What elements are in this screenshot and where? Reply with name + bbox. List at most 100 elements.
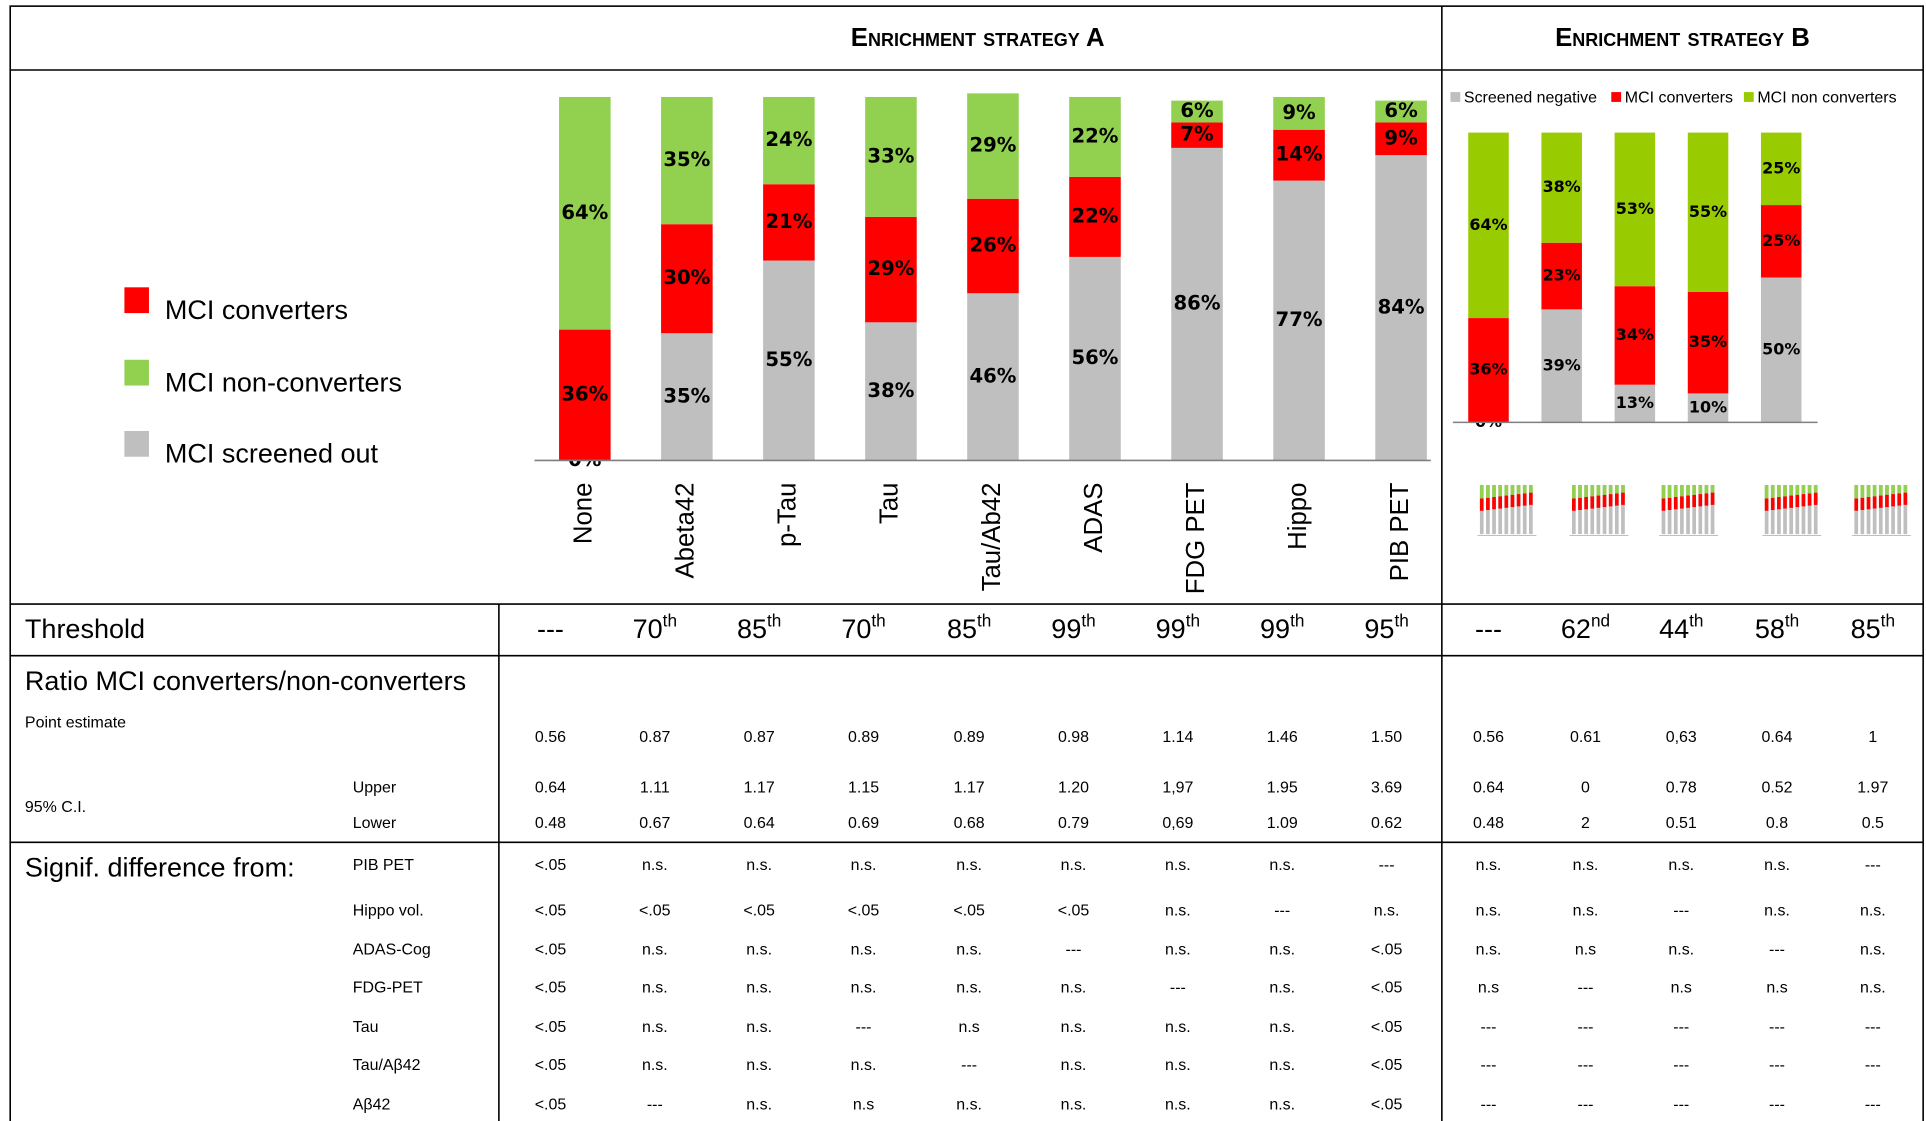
table-cell: --- [1769, 942, 1785, 959]
table-cell: 1.09 [1267, 815, 1298, 832]
bar-segment [1069, 256, 1121, 461]
table-cell: n.s. [642, 942, 668, 959]
table-cell: n.s. [1476, 942, 1502, 959]
table-cell: n.s. [1061, 1057, 1087, 1074]
table-cell: <.05 [1371, 1057, 1403, 1074]
section-title: Signif. difference from: [25, 852, 295, 882]
thumb-bar [1878, 484, 1883, 496]
table-cell: <.05 [639, 902, 671, 919]
bar-segment [661, 333, 713, 461]
table-cell: 0.64 [535, 779, 566, 796]
row-label: 95% C.I. [25, 799, 86, 816]
thumb-bar [1764, 498, 1769, 511]
thumb-bar [1667, 497, 1672, 511]
legend-swatch [124, 359, 149, 386]
bar-segment [763, 260, 815, 461]
thumb-bar [1578, 497, 1582, 511]
table-cell: 1 [1868, 729, 1877, 746]
table-cell: 0.68 [954, 815, 985, 832]
table-cell: n.s. [1573, 902, 1599, 919]
bar-segment [1760, 132, 1802, 206]
thumb-bar [1698, 484, 1703, 495]
table-cell: n.s. [1269, 1096, 1295, 1113]
bar-segment [1375, 100, 1427, 123]
thumbnail-charts [1477, 484, 1911, 536]
threshold-suffix: th [1290, 610, 1304, 630]
threshold-cell: 70th [841, 610, 885, 644]
thumb-bar [1529, 492, 1533, 505]
threshold-cell: 62nd [1561, 610, 1610, 644]
table-cell: n.s. [1165, 1019, 1191, 1036]
bar-segment [1687, 393, 1729, 423]
data-label: 35% [663, 384, 710, 407]
thumb-bar [1698, 494, 1703, 507]
thumb-bar [1795, 484, 1800, 535]
thumb-bar [1878, 484, 1883, 535]
table-cell: 0.62 [1371, 815, 1402, 832]
table-cell: --- [1673, 1019, 1689, 1036]
thumb-bar [1866, 484, 1871, 535]
table-cell: n.s. [851, 1057, 877, 1074]
row-label: PIB PET [353, 857, 414, 874]
thumb-bar [1680, 484, 1684, 535]
bar-segment [1273, 96, 1325, 130]
threshold-value: 85 [1851, 614, 1881, 644]
thumb-bar [1795, 484, 1800, 495]
table-cell: 1.17 [954, 779, 985, 796]
thumb-bar [1872, 496, 1877, 509]
table-cell: --- [1578, 980, 1594, 997]
bar-segment [1687, 132, 1729, 292]
thumb-bar [1667, 484, 1672, 498]
row-label: Upper [353, 779, 397, 796]
threshold-suffix: th [663, 610, 677, 630]
table-cell: 0.64 [1473, 779, 1504, 796]
thumb-bar [1783, 496, 1787, 509]
data-label: 30% [663, 266, 710, 289]
thumb-bar [1504, 484, 1509, 496]
table-cell: n.s. [956, 857, 982, 874]
thumb-bar [1602, 484, 1607, 495]
thumb-bar [1770, 484, 1775, 498]
row-label: Point estimate [25, 714, 126, 731]
data-label: 22% [1071, 204, 1118, 227]
threshold-cell: 99th [1156, 610, 1200, 644]
thumb-bar [1516, 484, 1521, 495]
table-cell: 0.48 [535, 815, 566, 832]
thumb-bar [1878, 495, 1883, 508]
threshold-cell: --- [537, 614, 564, 644]
table-cell: 0.56 [535, 729, 566, 746]
threshold-cell: --- [1475, 614, 1502, 644]
table-cell: n.s. [1061, 1019, 1087, 1036]
table-cell: --- [1673, 1057, 1689, 1074]
x-tick-label: FDG PET [1182, 482, 1210, 594]
thumb-bar [1692, 494, 1697, 508]
thumb-bar [1872, 484, 1877, 497]
table-cell: --- [856, 1019, 872, 1036]
threshold-value: 62 [1561, 614, 1591, 644]
threshold-value: 44 [1659, 614, 1689, 644]
thumb-bar [1783, 484, 1787, 535]
data-label: 55% [765, 348, 812, 371]
table-cell: 0.56 [1473, 729, 1504, 746]
threshold-suffix: th [767, 610, 781, 630]
threshold-cell: 99th [1260, 610, 1304, 644]
bar-segment [1614, 286, 1656, 385]
bar-segment [1541, 309, 1582, 423]
section-title: Ratio MCI converters/non-converters [25, 666, 466, 696]
table-cell: --- [1769, 1096, 1785, 1113]
table-cell: --- [1379, 857, 1395, 874]
thumb-bar [1704, 484, 1709, 494]
thumb-bar [1866, 484, 1871, 498]
thumb-bar [1813, 492, 1818, 505]
data-label: 23% [1543, 266, 1581, 285]
x-tick-label: Abeta42 [672, 483, 700, 579]
threshold-cell: 99th [1051, 610, 1095, 644]
table-cell: 1.95 [1267, 779, 1298, 796]
table-cell: n.s [1766, 980, 1787, 997]
bar-segment [1375, 155, 1427, 461]
thumb-bar [1504, 484, 1509, 535]
thumb-bar [1608, 484, 1613, 535]
table-cell: n.s. [1668, 942, 1694, 959]
thumb-bar [1608, 484, 1613, 495]
table-cell: n.s [1671, 980, 1692, 997]
